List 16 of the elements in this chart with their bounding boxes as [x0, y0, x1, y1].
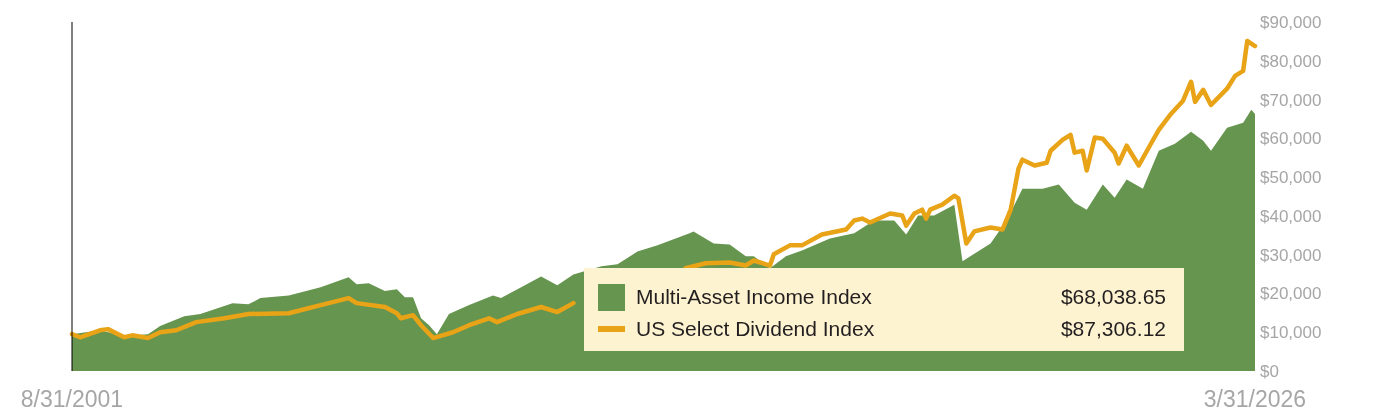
series-label: Multi-Asset Income Index [636, 285, 873, 309]
y-tick-label: $50,000 [1260, 168, 1322, 188]
x-tick-label: 3/31/2026 [1203, 386, 1307, 412]
y-tick-label: $20,000 [1260, 284, 1322, 304]
x-tick-label: 8/31/2001 [20, 386, 124, 412]
y-tick-label: $80,000 [1260, 51, 1322, 71]
y-tick-label: $40,000 [1260, 206, 1322, 226]
y-tick-label: $90,000 [1260, 12, 1322, 32]
y-tick-label: $60,000 [1260, 129, 1322, 149]
y-tick-label: $70,000 [1260, 90, 1322, 110]
legend-label: US Select Dividend Index [636, 317, 875, 341]
y-tick-label: $0 [1260, 361, 1279, 381]
annotation: $87,306.12 [1060, 317, 1166, 341]
annotation: $68,038.65 [1060, 285, 1166, 309]
y-tick-label: $30,000 [1260, 245, 1322, 265]
y-tick-label: $10,000 [1260, 323, 1322, 343]
